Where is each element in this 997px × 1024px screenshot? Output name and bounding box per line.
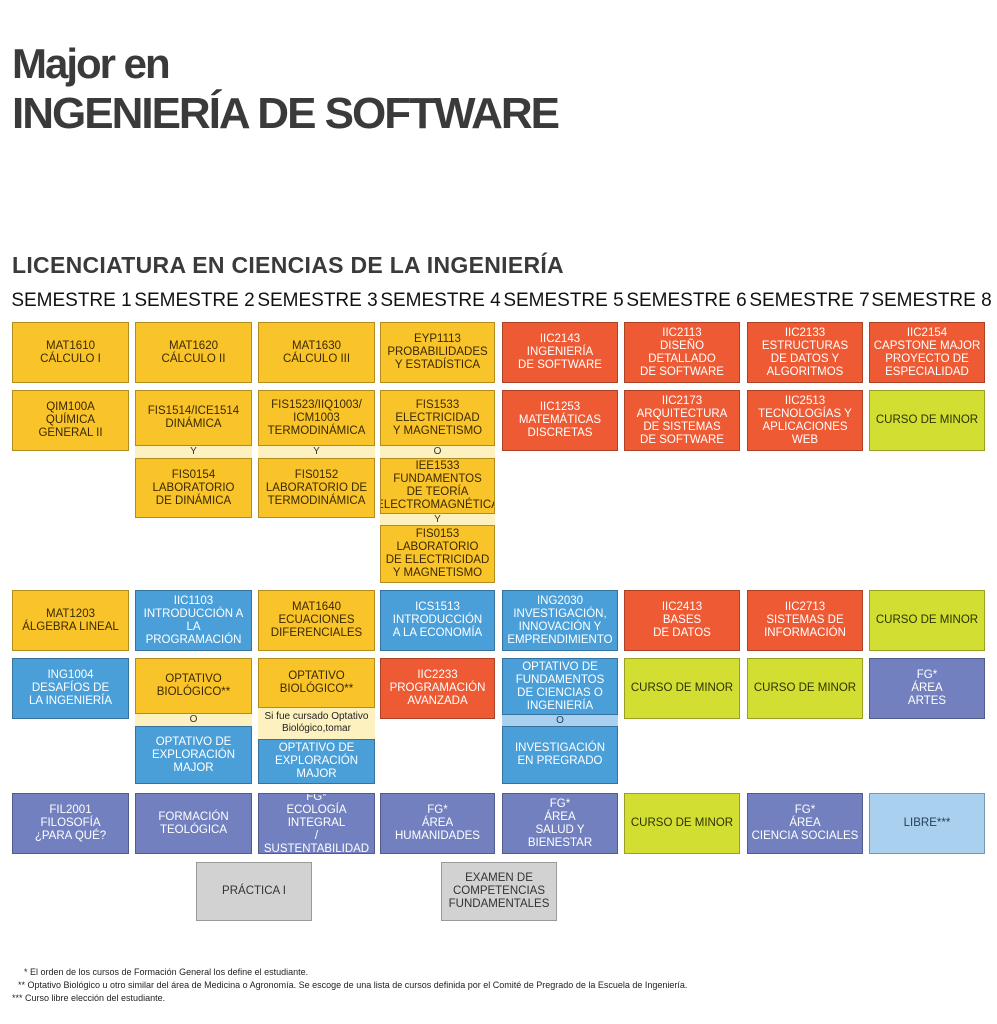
course-iee1533: IEE1533 FUNDAMENTOS DE TEORÍA ELECTROMAG… [380, 458, 495, 514]
course-ing1004: ING1004 DESAFÍOS DE LA INGENIERÍA [12, 658, 129, 719]
course-eyp1113: EYP1113 PROBABILIDADES Y ESTADÍSTICA [380, 322, 495, 383]
semester-header-8: SEMESTRE 8 [871, 290, 992, 311]
major-title-line2: INGENIERÍA DE SOFTWARE [12, 89, 560, 138]
semester-header-7: SEMESTRE 7 [749, 290, 870, 311]
course-fg-humanidades: FG* ÁREA HUMANIDADES [380, 793, 495, 854]
course-fg-salud: FG* ÁREA SALUD Y BIENESTAR [502, 793, 618, 854]
course-fis0153: FIS0153 LABORATORIO DE ELECTRICIDAD Y MA… [380, 525, 495, 583]
course-mat1203: MAT1203 ÁLGEBRA LINEAL [12, 590, 129, 651]
course-minor-s8-r3: CURSO DE MINOR [869, 590, 985, 651]
semester-header-4: SEMESTRE 4 [380, 290, 501, 311]
course-fis0152: FIS0152 LABORATORIO DE TERMODINÁMICA [258, 458, 375, 518]
course-optativo-fundamentos: OPTATIVO DE FUNDAMENTOS DE CIENCIAS O IN… [502, 658, 618, 715]
optativo-biologico-note: Si fue cursado Optativo Biológico,tomar [258, 708, 375, 739]
course-iic2513: IIC2513 TECNOLOGÍAS Y APLICACIONES WEB [747, 390, 863, 451]
licenciatura-subtitle: LICENCIATURA EN CIENCIAS DE LA INGENIERÍ… [12, 252, 564, 278]
course-fis1523: FIS1523/IIQ1003/ ICM1003 TERMODINÁMICA [258, 390, 375, 446]
connector-y-s2: Y [135, 446, 252, 458]
course-optativo-exploracion-s2: OPTATIVO DE EXPLORACIÓN MAJOR [135, 726, 252, 784]
semester-header-1: SEMESTRE 1 [11, 290, 132, 311]
course-iic2173: IIC2173 ARQUITECTURA DE SISTEMAS DE SOFT… [624, 390, 740, 451]
connector-y-s3: Y [258, 446, 375, 458]
course-mat1630: MAT1630 CÁLCULO III [258, 322, 375, 383]
course-minor-s6-r5: CURSO DE MINOR [624, 793, 740, 854]
semester-header-5: SEMESTRE 5 [503, 290, 624, 311]
course-ics1513: ICS1513 INTRODUCCIÓN A LA ECONOMÍA [380, 590, 495, 651]
course-fis0154: FIS0154 LABORATORIO DE DINÁMICA [135, 458, 252, 518]
connector-o-s4: O [380, 446, 495, 458]
course-minor-s7-r4: CURSO DE MINOR [747, 658, 863, 719]
connector-y-s4: Y [380, 514, 495, 525]
semester-header-2: SEMESTRE 2 [134, 290, 255, 311]
course-iic2154: IIC2154 CAPSTONE MAJOR PROYECTO DE ESPEC… [869, 322, 985, 383]
course-fg-artes: FG* ÁREA ARTES [869, 658, 985, 719]
course-fis1514: FIS1514/ICE1514 DINÁMICA [135, 390, 252, 446]
footnote-3: *** Curso libre elección del estudiante. [12, 993, 166, 1003]
course-iic1103: IIC1103 INTRODUCCIÓN A LA PROGRAMACIÓN [135, 590, 252, 651]
course-fil2001: FIL2001 FILOSOFÍA ¿PARA QUÉ? [12, 793, 129, 854]
course-minor-s6-r4: CURSO DE MINOR [624, 658, 740, 719]
footnote-1: * El orden de los cursos de Formación Ge… [24, 967, 309, 977]
course-optativo-exploracion-s3: OPTATIVO DE EXPLORACIÓN MAJOR [258, 739, 375, 784]
course-ing2030: ING2030 INVESTIGACIÓN, INNOVACIÓN Y EMPR… [502, 590, 618, 651]
course-iic2143: IIC2143 INGENIERÍA DE SOFTWARE [502, 322, 618, 383]
course-minor-s8-r2: CURSO DE MINOR [869, 390, 985, 451]
course-iic2713: IIC2713 SISTEMAS DE INFORMACIÓN [747, 590, 863, 651]
course-iic1253: IIC1253 MATEMÁTICAS DISCRETAS [502, 390, 618, 451]
connector-o-s2: O [135, 714, 252, 726]
course-fg-ecologia: FG* ECOLOGÍA INTEGRAL / SUSTENTABILIDAD [258, 793, 375, 854]
course-mat1610: MAT1610 CÁLCULO I [12, 322, 129, 383]
course-investigacion-pregrado: INVESTIGACIÓN EN PREGRADO [502, 726, 618, 784]
course-iic2113: IIC2113 DISEÑO DETALLADO DE SOFTWARE [624, 322, 740, 383]
course-libre: LIBRE*** [869, 793, 985, 854]
connector-o-s5: O [502, 715, 618, 726]
course-fg-sociales: FG* ÁREA CIENCIA SOCIALES [747, 793, 863, 854]
course-qim100a: QIM100A QUÍMICA GENERAL II [12, 390, 129, 451]
examen-competencias-box: EXAMEN DE COMPETENCIAS FUNDAMENTALES [441, 862, 557, 921]
course-iic2413: IIC2413 BASES DE DATOS [624, 590, 740, 651]
course-optativo-biologico-s2: OPTATIVO BIOLÓGICO** [135, 658, 252, 714]
semester-header-6: SEMESTRE 6 [626, 290, 747, 311]
course-optativo-biologico-s3: OPTATIVO BIOLÓGICO** [258, 658, 375, 708]
course-mat1640: MAT1640 ECUACIONES DIFERENCIALES [258, 590, 375, 651]
course-mat1620: MAT1620 CÁLCULO II [135, 322, 252, 383]
course-iic2133: IIC2133 ESTRUCTURAS DE DATOS Y ALGORITMO… [747, 322, 863, 383]
major-title-line1: Major en [12, 40, 171, 87]
course-fis1533: FIS1533 ELECTRICIDAD Y MAGNETISMO [380, 390, 495, 446]
semester-header-3: SEMESTRE 3 [257, 290, 378, 311]
footnote-2: ** Optativo Biológico u otro similar del… [18, 980, 688, 990]
practica-box: PRÁCTICA I [196, 862, 312, 921]
course-formacion-teologica: FORMACIÓN TEOLÓGICA [135, 793, 252, 854]
course-iic2233: IIC2233 PROGRAMACIÓN AVANZADA [380, 658, 495, 719]
